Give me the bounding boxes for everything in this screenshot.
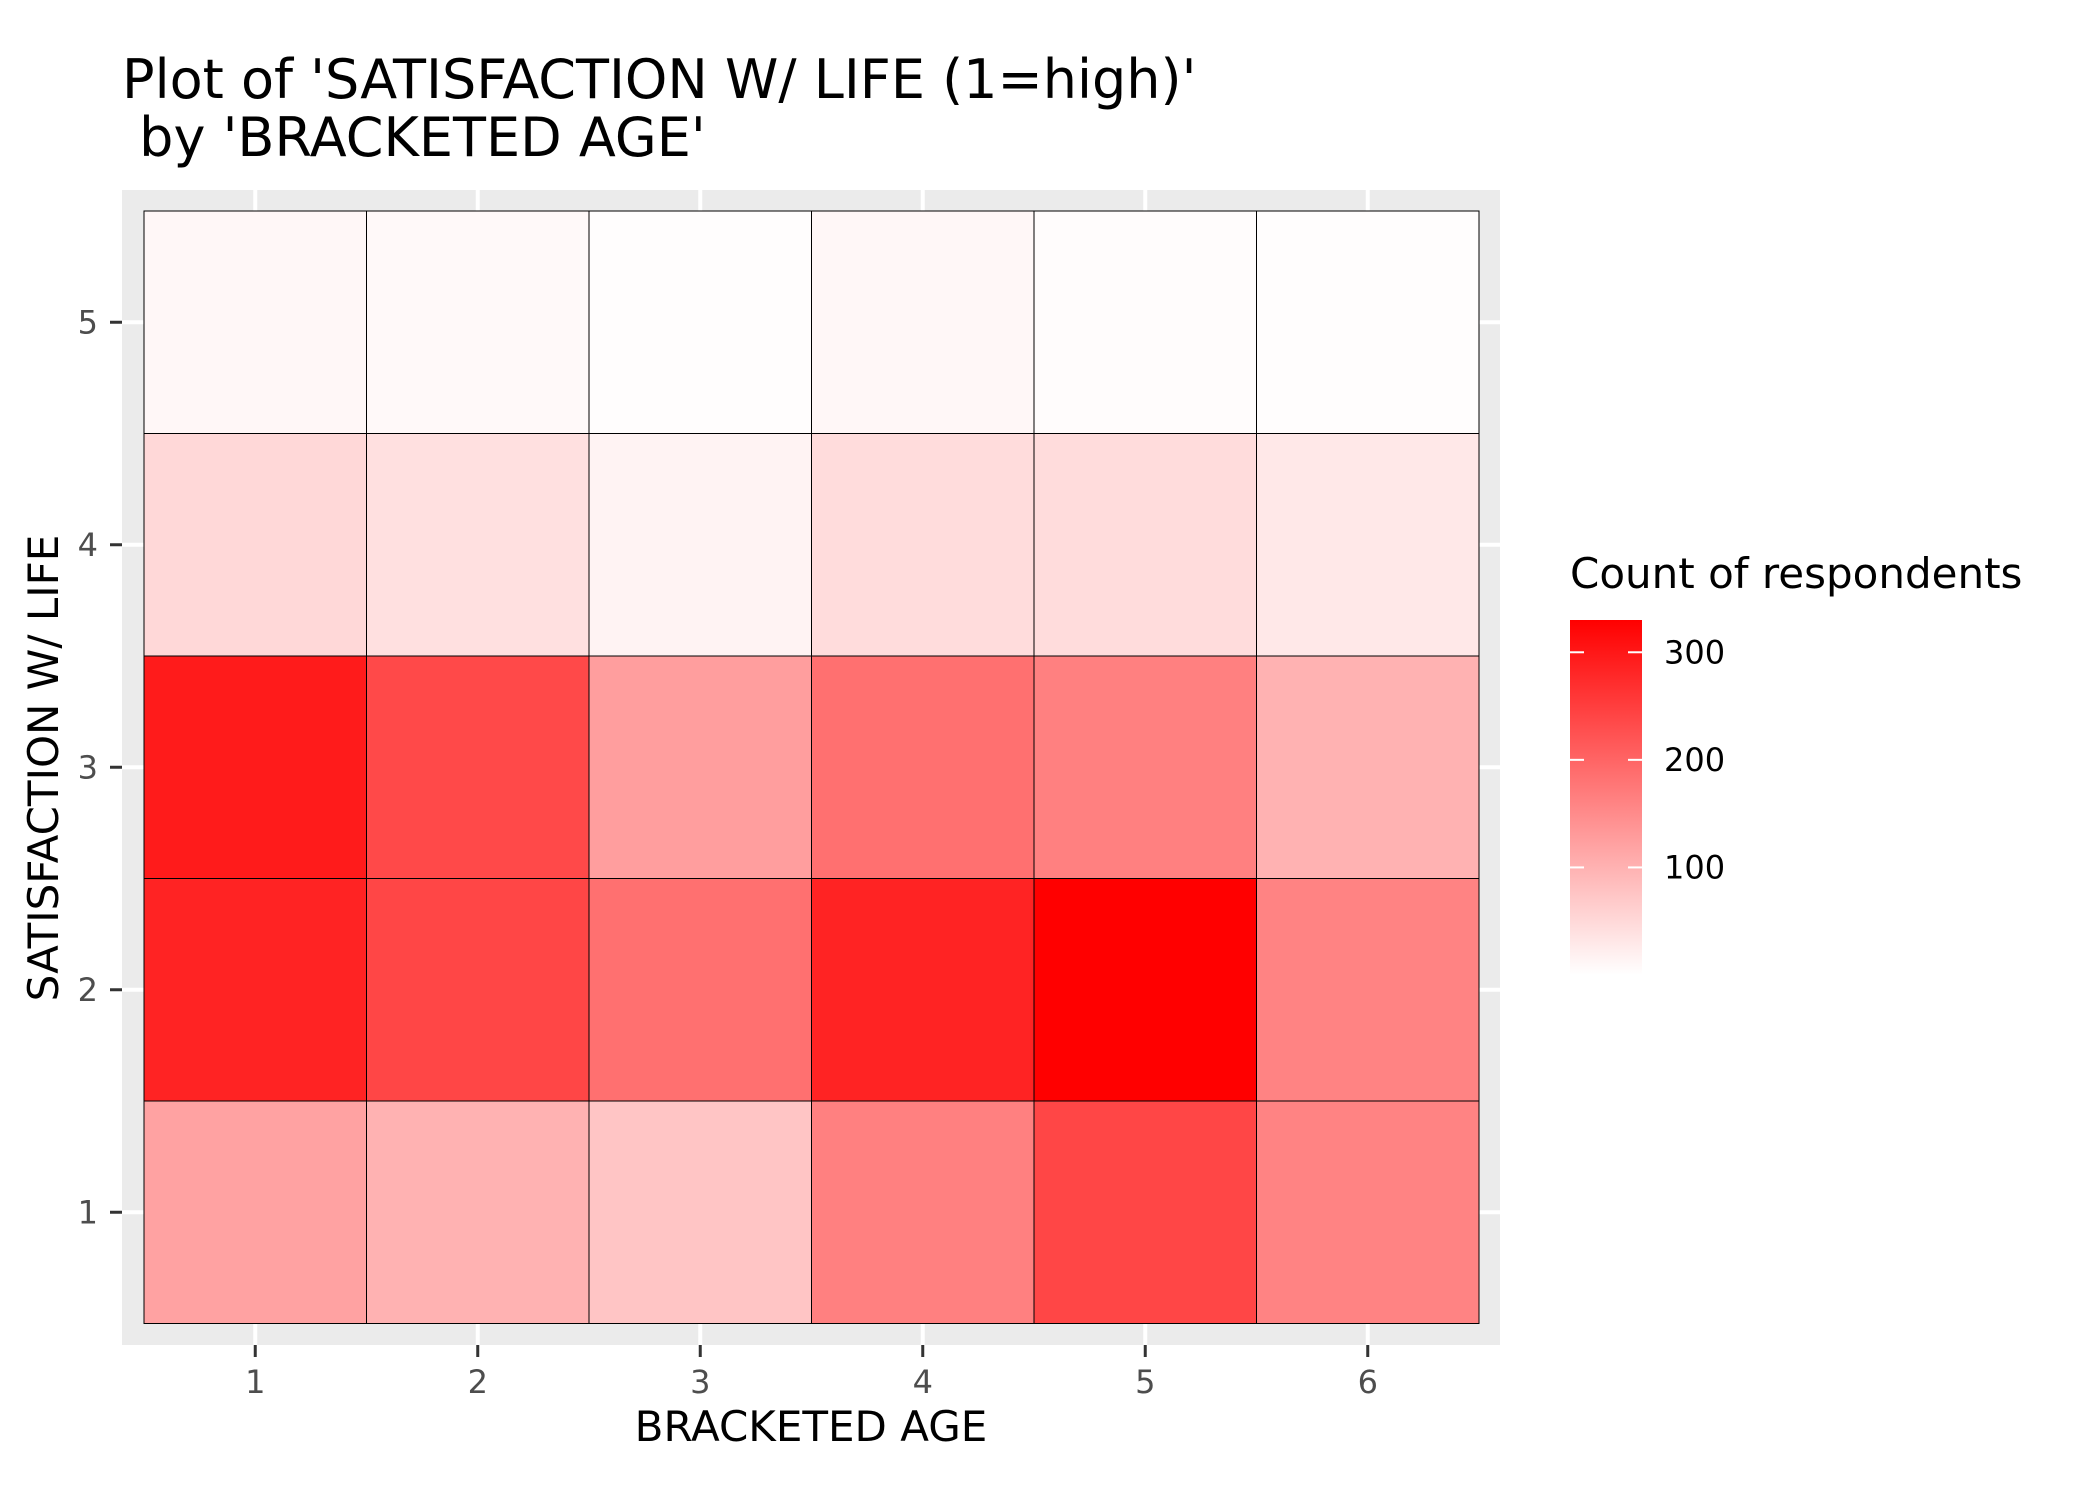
y-tick-label-2: 2 xyxy=(78,971,98,1009)
chart-title-line-1: Plot of 'SATISFACTION W/ LIFE (1=high)' xyxy=(122,48,1197,111)
heatmap-cell-x1-y1 xyxy=(143,1100,367,1324)
heatmap-cell-x6-y5 xyxy=(1256,210,1480,434)
heatmap-cell-x2-y5 xyxy=(366,210,590,434)
x-tick-label-3: 3 xyxy=(690,1363,710,1401)
heatmap-cell-x2-y4 xyxy=(366,433,590,657)
heatmap-cell-x1-y4 xyxy=(143,433,367,657)
chart-title-line-2: by 'BRACKETED AGE' xyxy=(122,106,706,169)
legend-colorbar xyxy=(1570,620,1642,975)
y-tick-label-4: 4 xyxy=(78,526,98,564)
heatmap-cell-x6-y1 xyxy=(1256,1100,1480,1324)
heatmap-cell-x5-y2 xyxy=(1033,878,1257,1102)
axes: 1 2 3 4 5 6 1 2 3 4 5 BRACKETED AGE SATISFACTION W/ … xyxy=(19,303,1378,1451)
legend-tick-label-100: 100 xyxy=(1664,848,1725,886)
heatmap-cell-x4-y4 xyxy=(811,433,1035,657)
x-tick-label-4: 4 xyxy=(913,1363,933,1401)
heatmap-cell-x6-y2 xyxy=(1256,878,1480,1102)
x-tick-label-5: 5 xyxy=(1135,1363,1155,1401)
heatmap-cell-x3-y2 xyxy=(588,878,812,1102)
heatmap-cell-x1-y2 xyxy=(143,878,367,1102)
x-tick-label-2: 2 xyxy=(468,1363,488,1401)
heatmap-cell-x3-y1 xyxy=(588,1100,812,1324)
heatmap-cell-x6-y4 xyxy=(1256,433,1480,657)
legend: Count of respondents 300 200 100 xyxy=(1570,549,2022,975)
x-axis-title: BRACKETED AGE xyxy=(635,1402,988,1451)
heatmap-cell-x4-y5 xyxy=(811,210,1035,434)
x-tick-label-6: 6 xyxy=(1358,1363,1378,1401)
heatmap-cell-x5-y1 xyxy=(1033,1100,1257,1324)
heatmap-cell-x5-y5 xyxy=(1033,210,1257,434)
heatmap-cell-x4-y2 xyxy=(811,878,1035,1102)
heatmap-cell-x4-y3 xyxy=(811,655,1035,879)
heatmap-cell-x5-y4 xyxy=(1033,433,1257,657)
heatmap-cell-x1-y5 xyxy=(143,210,367,434)
heatmap-cell-x2-y3 xyxy=(366,655,590,879)
heatmap-cell-x2-y1 xyxy=(366,1100,590,1324)
legend-tick-label-200: 200 xyxy=(1664,741,1725,779)
legend-title: Count of respondents xyxy=(1570,549,2022,598)
heatmap-tiles xyxy=(143,210,1480,1324)
y-tick-label-3: 3 xyxy=(78,748,98,786)
heatmap-cell-x3-y4 xyxy=(588,433,812,657)
y-tick-label-1: 1 xyxy=(78,1193,98,1231)
heatmap-cell-x6-y3 xyxy=(1256,655,1480,879)
heatmap-cell-x4-y1 xyxy=(811,1100,1035,1324)
heatmap-cell-x2-y2 xyxy=(366,878,590,1102)
x-tick-label-1: 1 xyxy=(245,1363,265,1401)
legend-tick-label-300: 300 xyxy=(1664,633,1725,671)
heatmap-cell-x3-y3 xyxy=(588,655,812,879)
heatmap-cell-x3-y5 xyxy=(588,210,812,434)
heatmap-cell-x5-y3 xyxy=(1033,655,1257,879)
y-axis-title: SATISFACTION W/ LIFE xyxy=(19,535,68,1002)
y-tick-label-5: 5 xyxy=(78,303,98,341)
heatmap-cell-x1-y3 xyxy=(143,655,367,879)
